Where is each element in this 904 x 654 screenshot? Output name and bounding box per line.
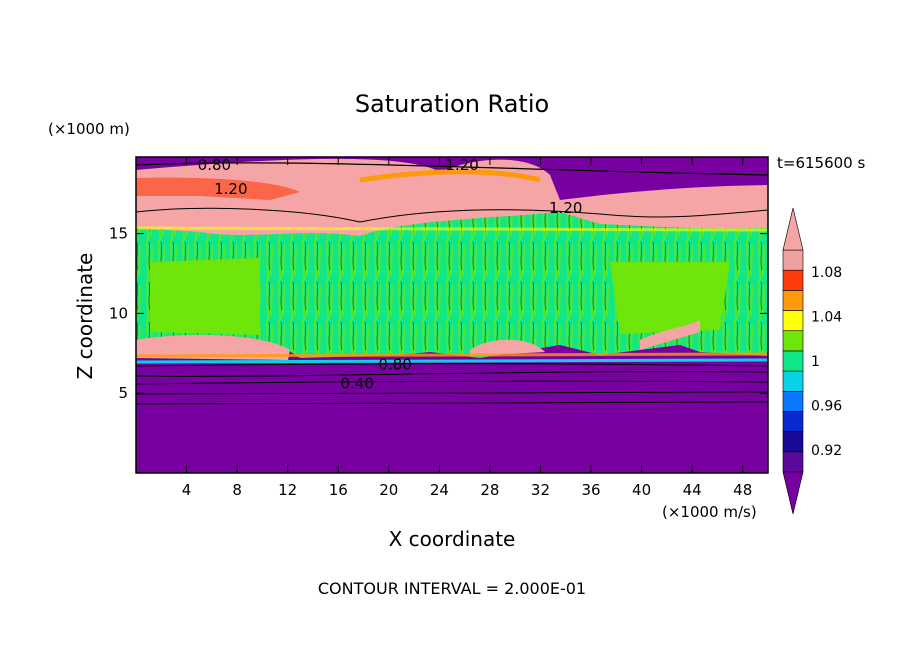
colorbar-tick-label: 1.04 bbox=[811, 310, 842, 326]
colorbar-swatch bbox=[782, 290, 804, 311]
x-axis-label: X coordinate bbox=[389, 527, 516, 551]
colorbar-swatch bbox=[782, 451, 804, 473]
time-label: t=615600 s bbox=[777, 154, 865, 172]
contour-label: 0.40 bbox=[340, 375, 373, 393]
colorbar-tick-label: 1.08 bbox=[811, 265, 842, 281]
plot-frame bbox=[135, 156, 769, 474]
x-tick-label: 16 bbox=[329, 481, 348, 499]
x-axis: 4 8 12 16 20 24 28 32 36 40 44 48 bbox=[182, 157, 752, 499]
plot-field bbox=[135, 157, 769, 473]
contour-label: 1.20 bbox=[549, 199, 582, 217]
x-tick-label: 12 bbox=[278, 481, 297, 499]
colorbar-over-triangle bbox=[782, 207, 804, 251]
y-unit-label: (×1000 m) bbox=[48, 120, 130, 138]
y-tick-label: 10 bbox=[109, 304, 128, 322]
contour-label: 1.20 bbox=[445, 156, 478, 174]
colorbar-tick-label: 1 bbox=[811, 354, 820, 370]
x-tick-label: 36 bbox=[581, 481, 600, 499]
colorbar-swatch bbox=[782, 350, 804, 372]
colorbar-swatch bbox=[782, 370, 804, 392]
x-tick-label: 32 bbox=[531, 481, 550, 499]
colorbar-tick-label: 0.92 bbox=[811, 443, 842, 459]
contour-labels: 0.80 1.20 1.20 1.20 0.80 0.40 bbox=[198, 156, 583, 393]
colorbar-swatch bbox=[782, 390, 804, 412]
y-axis: 5 10 15 bbox=[109, 225, 768, 402]
colorbar: 0.92 0.96 1 1.04 1.08 bbox=[782, 207, 842, 515]
contour-label: 0.80 bbox=[198, 156, 231, 174]
y-axis-label: Z coordinate bbox=[73, 253, 97, 380]
contour-label: 0.80 bbox=[378, 355, 411, 373]
colorbar-swatch bbox=[782, 269, 804, 291]
x-tick-label: 4 bbox=[182, 481, 192, 499]
y-tick-label: 5 bbox=[118, 384, 128, 402]
x-tick-label: 8 bbox=[232, 481, 242, 499]
colorbar-swatch bbox=[782, 249, 804, 271]
footer-text: CONTOUR INTERVAL = 2.000E-01 bbox=[318, 579, 586, 598]
x-tick-label: 20 bbox=[379, 481, 398, 499]
colorbar-swatch bbox=[782, 310, 804, 332]
chart-title: Saturation Ratio bbox=[355, 90, 549, 118]
colorbar-tick-label: 0.96 bbox=[811, 398, 842, 414]
x-tick-label: 28 bbox=[480, 481, 499, 499]
x-tick-label: 40 bbox=[632, 481, 651, 499]
x-tick-label: 48 bbox=[733, 481, 752, 499]
colorbar-swatch bbox=[782, 330, 804, 352]
x-tick-label: 24 bbox=[430, 481, 449, 499]
y-tick-label: 15 bbox=[109, 225, 128, 243]
colorbar-swatch bbox=[782, 431, 804, 453]
colorbar-swatch bbox=[782, 411, 804, 432]
x-unit-label: (×1000 m/s) bbox=[662, 503, 757, 521]
contour-label: 1.20 bbox=[214, 180, 247, 198]
colorbar-under-triangle bbox=[782, 471, 804, 515]
x-tick-label: 44 bbox=[683, 481, 702, 499]
